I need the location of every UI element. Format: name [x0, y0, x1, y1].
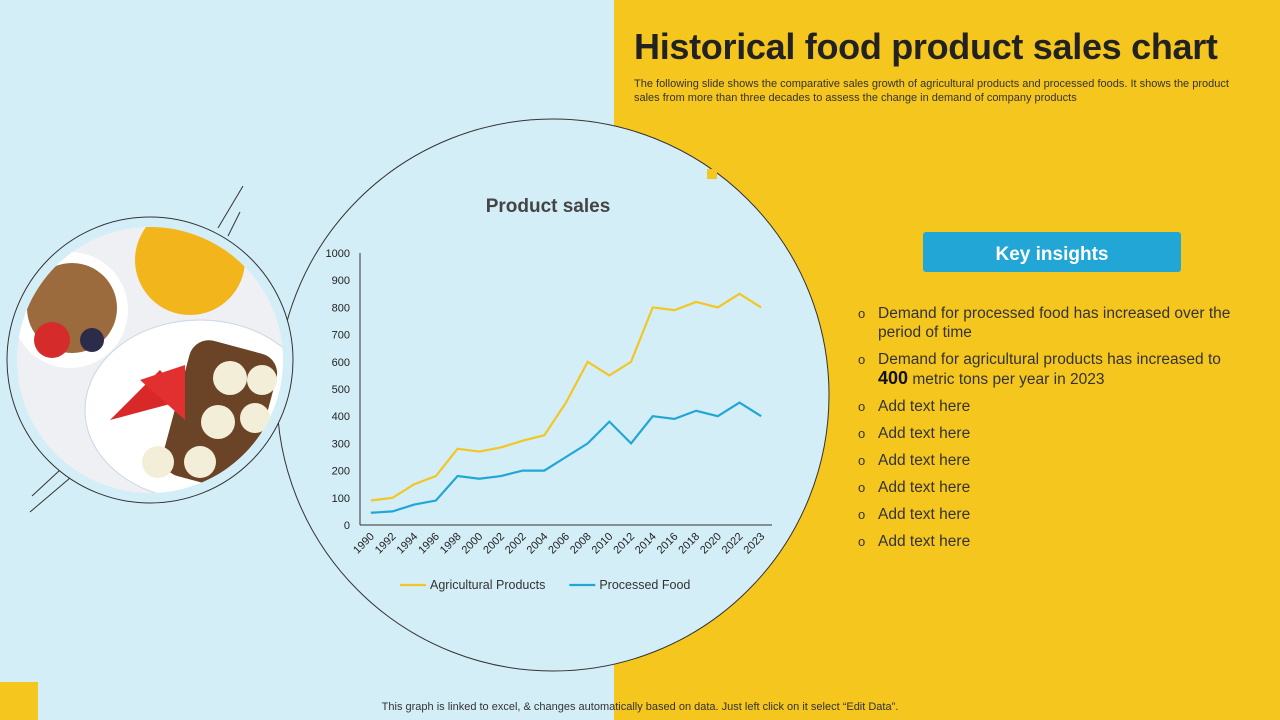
insight-item: Add text here: [858, 451, 1253, 470]
corner-square: [0, 682, 38, 720]
y-tick-label: 300: [332, 438, 350, 450]
insight-text: Demand for agricultural products has inc…: [878, 351, 1221, 368]
insight-text: Add text here: [878, 479, 971, 496]
title: Historical food product sales chart: [634, 26, 1218, 67]
y-tick-label: 600: [332, 357, 350, 369]
insight-item: Add text here: [858, 397, 1253, 416]
insight-text: metric tons per year in 2023: [912, 371, 1105, 388]
y-tick-label: 400: [332, 411, 350, 423]
insight-text: Add text here: [878, 398, 971, 415]
y-tick-label: 500: [332, 384, 350, 396]
insight-text: Add text here: [878, 506, 971, 523]
footer: This graph is linked to excel, & changes…: [381, 701, 899, 713]
y-tick-label: 700: [332, 330, 350, 342]
insight-text: Add text here: [878, 533, 971, 550]
insight-highlight: 400: [878, 368, 909, 388]
legend-label: Agricultural Products: [430, 578, 545, 592]
insight-item: Demand for agricultural products has inc…: [858, 350, 1253, 389]
insight-list: Demand for processed food has increased …: [858, 304, 1253, 559]
insights-heading: Key insights: [996, 244, 1109, 265]
y-tick-label: 800: [332, 302, 350, 314]
insight-text: Add text here: [878, 425, 971, 442]
insight-item: Add text here: [858, 478, 1253, 497]
chart-title: Product sales: [486, 196, 611, 217]
y-tick-label: 900: [332, 275, 350, 287]
series-line: [370, 292, 762, 502]
y-tick-label: 1000: [326, 248, 350, 260]
insight-item: Add text here: [858, 424, 1253, 443]
insight-text: Demand for processed food has increased …: [878, 305, 1231, 341]
insights-button: [923, 232, 1181, 272]
series-line: [370, 401, 762, 514]
deco-line: [31, 469, 61, 497]
deco-line: [29, 477, 71, 513]
y-tick-label: 0: [344, 520, 350, 532]
y-tick-label: 100: [332, 493, 350, 505]
insight-item: Add text here: [858, 532, 1253, 551]
y-tick-label: 200: [332, 466, 350, 478]
insight-text: Add text here: [878, 452, 971, 469]
insight-item: Demand for processed food has increased …: [858, 304, 1253, 342]
deco-line: [227, 211, 241, 237]
food-photo: [17, 227, 283, 493]
insight-item: Add text here: [858, 505, 1253, 524]
subtitle: The following slide shows the comparativ…: [634, 78, 1229, 104]
deco-line: [217, 185, 244, 229]
dot: [707, 169, 717, 179]
legend-label: Processed Food: [599, 578, 690, 592]
